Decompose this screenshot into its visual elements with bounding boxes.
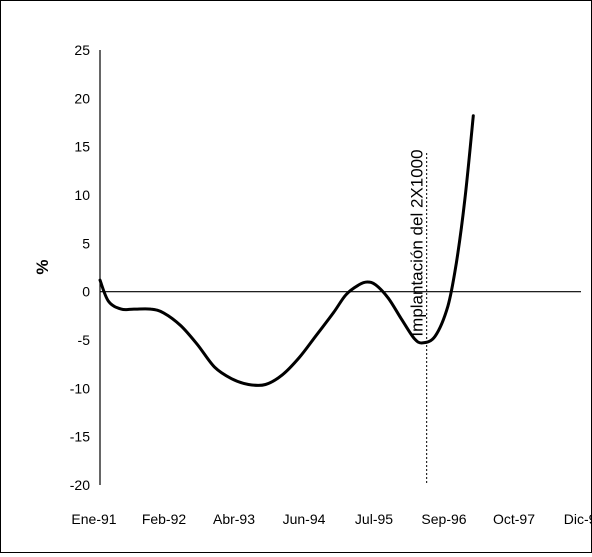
- y-tick-label: 20: [74, 90, 90, 106]
- x-tick-label: Abr-93: [213, 511, 255, 527]
- x-axis: Ene-91 Feb-92 Abr-93 Jun-94 Jul-95 Sep-96 Oct-…: [71, 291, 592, 527]
- y-axis: 25 20 15 10 5 0 -5 -10 -15 -20: [70, 42, 101, 493]
- x-tick-label: Ene-91: [71, 511, 116, 527]
- y-tick-label: 0: [82, 284, 90, 300]
- y-tick-label: -5: [78, 332, 91, 348]
- x-tick-label: Jul-95: [355, 511, 393, 527]
- series-group: [98, 114, 475, 387]
- y-axis-label: %: [33, 259, 52, 274]
- x-tick-label: Feb-92: [142, 511, 187, 527]
- y-tick-label: -20: [70, 477, 90, 493]
- y-tick-label: 15: [74, 139, 90, 155]
- x-tick-label: Oct-97: [493, 511, 535, 527]
- y-tick-label: -10: [70, 380, 90, 396]
- y-tick-label: 10: [74, 187, 90, 203]
- x-tick-label: Sep-96: [421, 511, 466, 527]
- reference-line-group: Implantación del 2X1000: [408, 149, 428, 485]
- y-tick-label: 25: [74, 42, 90, 58]
- x-tick-label: Dic-98: [564, 511, 591, 527]
- y-tick-label: -15: [70, 429, 90, 445]
- reference-line-label: Implantación del 2X1000: [408, 149, 427, 336]
- series-line: [98, 114, 475, 387]
- x-tick-label: Jun-94: [283, 511, 326, 527]
- y-tick-label: 5: [82, 235, 90, 251]
